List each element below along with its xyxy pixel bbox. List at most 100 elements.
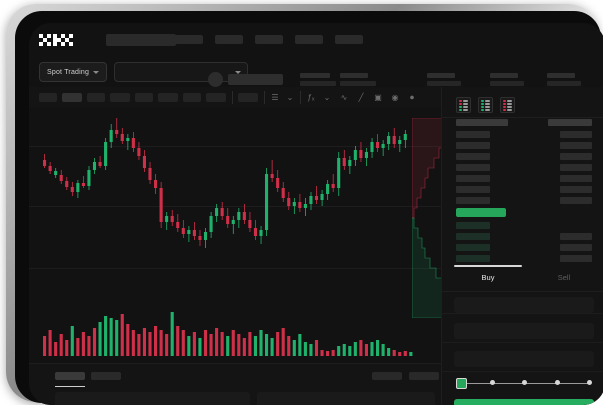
nav-item-3[interactable]	[255, 35, 283, 44]
orderbook-ask-price[interactable]	[456, 197, 490, 204]
candlestick-series	[43, 118, 407, 248]
orderbook-ask-size[interactable]	[560, 197, 592, 204]
market-type-label: Spot Trading	[47, 68, 90, 76]
stat-24h-high	[340, 73, 376, 86]
chevron-down-icon	[93, 70, 100, 74]
panel-divider	[442, 342, 603, 343]
slider-step-50[interactable]	[522, 380, 527, 385]
panel-divider	[442, 313, 603, 314]
price-chart-panel[interactable]	[29, 108, 441, 363]
orderbook-bid-size[interactable]	[560, 233, 592, 240]
bottom-card-1[interactable]	[55, 392, 250, 405]
amount-slider[interactable]	[456, 378, 592, 389]
orderbook-ask-size[interactable]	[560, 142, 592, 149]
indicators-icon[interactable]: ƒₓ	[307, 93, 315, 102]
stat-24h-volume-quote	[547, 73, 581, 86]
trendline-icon[interactable]: ∿	[340, 93, 348, 102]
nav-item-1[interactable]	[175, 35, 203, 44]
interval-1d[interactable]	[183, 93, 201, 102]
orderbook-ask-price[interactable]	[456, 153, 490, 160]
search-input[interactable]	[106, 34, 176, 46]
tab-order-history[interactable]	[91, 372, 121, 380]
orderbook-bid-price[interactable]	[456, 244, 490, 251]
orderbook-ask-price[interactable]	[456, 175, 490, 182]
order-book[interactable]	[442, 118, 603, 262]
interval-30m[interactable]	[110, 93, 130, 102]
stat-24h-low	[427, 73, 461, 86]
stat-24h-volume-base	[490, 73, 524, 86]
submit-order-button[interactable]	[454, 399, 594, 405]
bottom-action-2[interactable]	[409, 372, 439, 380]
top-navigation-bar	[29, 23, 603, 55]
tab-buy[interactable]: Buy	[481, 273, 495, 282]
settings-icon[interactable]: ◉	[391, 93, 399, 102]
orderbook-ask-size[interactable]	[560, 153, 592, 160]
app-screen: Spot Trading	[29, 23, 603, 405]
orderbook-ask-size[interactable]	[560, 175, 592, 182]
orderbook-bid-price[interactable]	[456, 233, 490, 240]
orderbook-bid-size[interactable]	[560, 255, 592, 262]
nav-item-4[interactable]	[295, 35, 323, 44]
stat-label	[490, 73, 518, 78]
bottom-card-2[interactable]	[257, 392, 435, 405]
stat-value	[547, 81, 581, 86]
interval-5m[interactable]	[62, 93, 82, 102]
chart-gridline	[29, 206, 441, 207]
orderbook-bid-size[interactable]	[560, 244, 592, 251]
okx-logo-icon[interactable]	[39, 34, 75, 46]
toolbar-divider	[264, 91, 265, 104]
slider-handle[interactable]	[456, 378, 467, 389]
amount-field[interactable]	[454, 323, 594, 339]
panel-divider	[442, 371, 603, 372]
nav-item-5[interactable]	[335, 35, 363, 44]
buy-sell-tabbar: Buy Sell	[442, 265, 603, 291]
slider-step-100[interactable]	[587, 380, 592, 385]
orderbook-ask-price[interactable]	[456, 142, 490, 149]
device-frame: Spot Trading	[6, 4, 603, 405]
interval-4h[interactable]	[158, 93, 178, 102]
orderbook-column-header-price	[456, 119, 508, 126]
total-field[interactable]	[454, 351, 594, 367]
orderbook-ask-price[interactable]	[456, 186, 490, 193]
snapshot-icon[interactable]: ▣	[374, 93, 382, 102]
stat-value	[340, 81, 376, 86]
market-type-selector[interactable]: Spot Trading	[39, 62, 108, 82]
interval-1h[interactable]	[135, 93, 153, 102]
slider-step-25[interactable]	[490, 380, 495, 385]
toolbar-divider	[232, 91, 233, 104]
chart-gridline	[29, 146, 441, 147]
orderbook-mode-asks-icon[interactable]	[500, 97, 515, 113]
active-tab-indicator	[454, 265, 522, 267]
orderbook-ask-size[interactable]	[560, 131, 592, 138]
orderbook-ask-price[interactable]	[456, 131, 490, 138]
orderbook-mode-bids-icon[interactable]	[478, 97, 493, 113]
price-field[interactable]	[454, 297, 594, 313]
orderbook-last-price-highlight	[456, 208, 506, 217]
stat-value	[427, 81, 461, 86]
fullscreen-icon[interactable]: ⏺	[410, 93, 414, 102]
interval-1w[interactable]	[206, 93, 226, 102]
orderbook-ask-size[interactable]	[560, 186, 592, 193]
bottom-action-1[interactable]	[372, 372, 402, 380]
slider-step-75[interactable]	[555, 380, 560, 385]
drawing-tools-icon[interactable]: ╱	[358, 93, 364, 102]
market-depth-chart	[412, 118, 441, 318]
active-tab-indicator	[55, 386, 85, 387]
volume-series	[43, 312, 413, 356]
orderbook-ask-price[interactable]	[456, 164, 490, 171]
orderbook-bid-price[interactable]	[456, 222, 490, 229]
tab-sell[interactable]: Sell	[557, 273, 571, 282]
interval-1m[interactable]	[39, 93, 57, 102]
nav-item-2[interactable]	[215, 35, 243, 44]
chart-gridline	[29, 268, 441, 269]
interval-1mo[interactable]	[238, 93, 258, 102]
orderbook-ask-size[interactable]	[560, 164, 592, 171]
indicators-dropdown-icon[interactable]: ⌄	[323, 93, 331, 102]
tab-open-orders[interactable]	[55, 372, 85, 380]
chart-type-icon[interactable]: ☰	[271, 93, 279, 102]
orderbook-mode-both-icon[interactable]	[456, 97, 471, 113]
stat-value	[300, 81, 336, 86]
orderbook-bid-price[interactable]	[456, 255, 490, 262]
chart-type-dropdown-icon[interactable]: ⌄	[286, 93, 294, 102]
interval-15m[interactable]	[87, 93, 105, 102]
